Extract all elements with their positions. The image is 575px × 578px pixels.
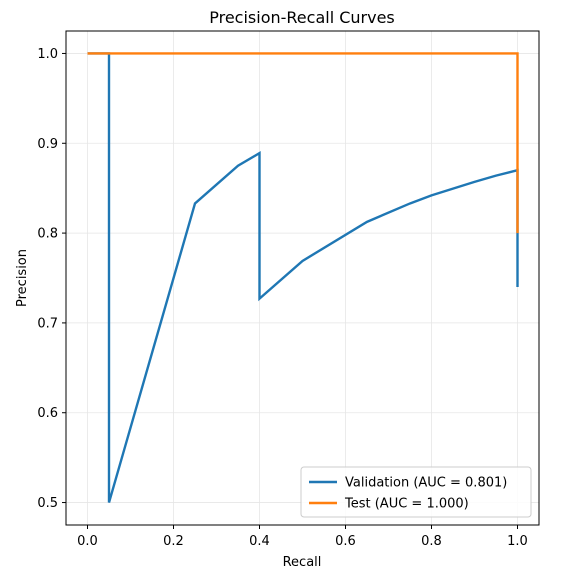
x-tick-label: 0.6: [335, 534, 356, 549]
y-tick-label: 0.6: [37, 406, 58, 421]
legend: Validation (AUC = 0.801) Test (AUC = 1.00…: [300, 466, 532, 518]
y-tick-label: 0.9: [37, 137, 58, 152]
legend-label-validation: Validation (AUC = 0.801): [345, 476, 507, 491]
x-tick-label: 0.0: [77, 534, 98, 549]
legend-label-test: Test (AUC = 1.000): [344, 497, 469, 512]
y-tick-label: 0.7: [37, 316, 58, 331]
y-tick-label: 0.5: [37, 496, 58, 511]
series-line-validation: [87, 52, 519, 503]
series-layer: [87, 52, 519, 503]
x-tick-label: 0.8: [421, 534, 442, 549]
legend-box: [300, 466, 532, 518]
x-tick-label: 1.0: [507, 534, 528, 549]
x-tick-label: 0.4: [249, 534, 270, 549]
tick-layer: 0.0 0.2 0.4 0.6 0.8 1.0 0.5 0.6 0.7 0.8 0.9 1.0: [37, 47, 528, 549]
x-axis-label: Recall: [283, 555, 322, 570]
x-tick-label: 0.2: [163, 534, 184, 549]
y-axis-label: Precision: [15, 249, 30, 307]
plot-frame: [65, 30, 540, 526]
y-tick-label: 0.8: [37, 227, 58, 242]
y-tick-label: 1.0: [37, 47, 58, 62]
series-line-test: [87, 52, 519, 234]
chart-title: Precision-Recall Curves: [209, 8, 395, 27]
